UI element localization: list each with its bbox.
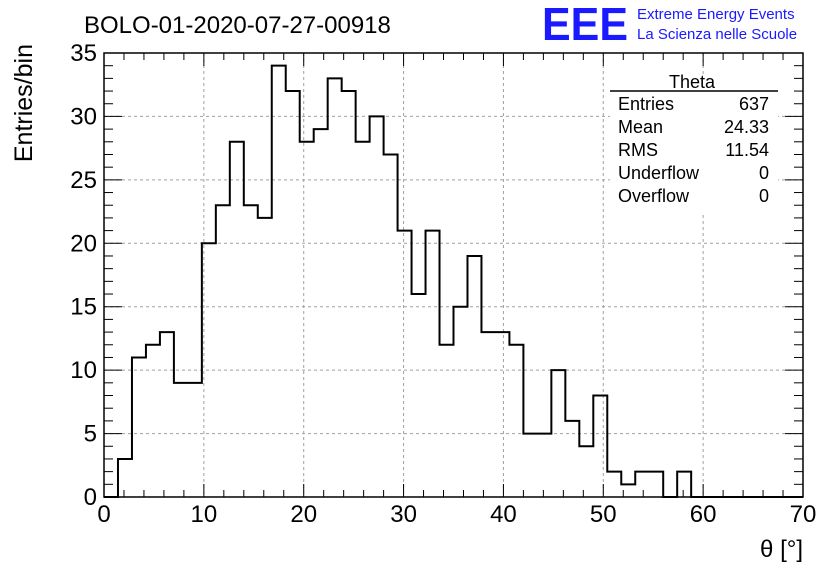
stats-row-label: Mean: [618, 117, 663, 137]
x-tick-label: 60: [690, 501, 717, 528]
y-tick-label: 10: [70, 357, 97, 384]
stats-row-value: 0: [759, 186, 769, 206]
y-tick-label: 35: [70, 40, 97, 67]
y-tick-label: 5: [84, 421, 97, 448]
y-tick-label: 0: [84, 484, 97, 511]
x-tick-label: 40: [490, 501, 517, 528]
stats-row-label: Underflow: [618, 163, 700, 183]
y-tick-label: 15: [70, 294, 97, 321]
y-tick-label: 25: [70, 167, 97, 194]
x-axis-label: θ [°]: [760, 536, 803, 563]
x-tick-label: 10: [191, 501, 218, 528]
y-tick-labels: 0 5 10 15 20 25 30 35: [70, 40, 97, 511]
eee-logo: EEE Extreme Energy Events La Scienza nel…: [542, 0, 797, 50]
stats-row-value: 0: [759, 163, 769, 183]
stats-row-label: Overflow: [618, 186, 690, 206]
x-tick-label: 50: [590, 501, 617, 528]
x-tick-label: 30: [390, 501, 417, 528]
logo-line-2: La Scienza nelle Scuole: [637, 26, 797, 43]
histogram-series: [104, 64, 803, 498]
stats-row-value: 24.33: [724, 117, 769, 137]
y-tick-label: 30: [70, 103, 97, 130]
stats-row-label: Entries: [618, 94, 674, 114]
x-tick-label: 70: [790, 501, 817, 528]
x-tick-labels: 0 10 20 30 40 50 60 70: [97, 501, 816, 528]
plot-frame: [103, 52, 804, 498]
y-axis-label: Entries/bin: [10, 44, 38, 162]
axis-ticks: [103, 52, 804, 498]
stats-box: Theta Entries 637 Mean 24.33 RMS 11.54 Underfl…: [610, 72, 778, 214]
x-tick-label: 0: [97, 501, 110, 528]
logo-mark: EEE: [542, 0, 628, 50]
stats-row-value: 637: [739, 94, 769, 114]
stats-row-label: RMS: [618, 140, 658, 160]
stats-title: Theta: [669, 72, 716, 92]
chart-title: BOLO-01-2020-07-27-00918: [84, 12, 391, 39]
logo-line-1: Extreme Energy Events: [637, 6, 795, 23]
y-tick-label: 20: [70, 230, 97, 257]
stats-row-value: 11.54: [725, 140, 769, 160]
x-tick-label: 20: [290, 501, 317, 528]
